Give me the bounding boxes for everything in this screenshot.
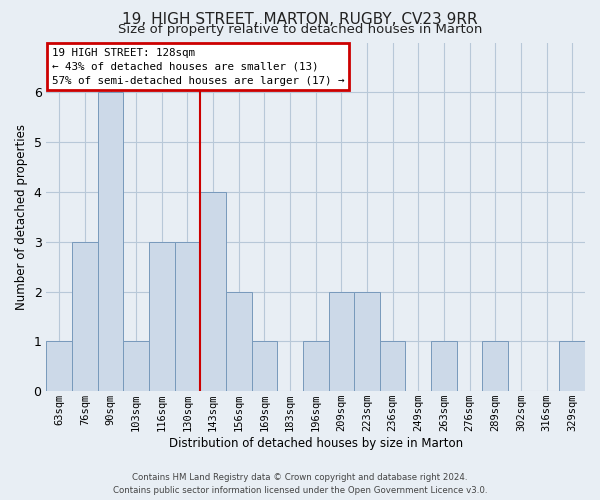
- Text: Contains HM Land Registry data © Crown copyright and database right 2024.
Contai: Contains HM Land Registry data © Crown c…: [113, 474, 487, 495]
- Text: 19, HIGH STREET, MARTON, RUGBY, CV23 9RR: 19, HIGH STREET, MARTON, RUGBY, CV23 9RR: [122, 12, 478, 28]
- Bar: [482, 342, 508, 391]
- Bar: [46, 342, 72, 391]
- Bar: [124, 342, 149, 391]
- Bar: [98, 92, 124, 391]
- Bar: [380, 342, 406, 391]
- Y-axis label: Number of detached properties: Number of detached properties: [15, 124, 28, 310]
- Bar: [149, 242, 175, 391]
- Bar: [329, 292, 354, 391]
- Text: 19 HIGH STREET: 128sqm
← 43% of detached houses are smaller (13)
57% of semi-det: 19 HIGH STREET: 128sqm ← 43% of detached…: [52, 48, 344, 86]
- Bar: [200, 192, 226, 391]
- Text: Size of property relative to detached houses in Marton: Size of property relative to detached ho…: [118, 22, 482, 36]
- X-axis label: Distribution of detached houses by size in Marton: Distribution of detached houses by size …: [169, 437, 463, 450]
- Bar: [559, 342, 585, 391]
- Bar: [175, 242, 200, 391]
- Bar: [251, 342, 277, 391]
- Bar: [72, 242, 98, 391]
- Bar: [303, 342, 329, 391]
- Bar: [354, 292, 380, 391]
- Bar: [226, 292, 251, 391]
- Bar: [431, 342, 457, 391]
